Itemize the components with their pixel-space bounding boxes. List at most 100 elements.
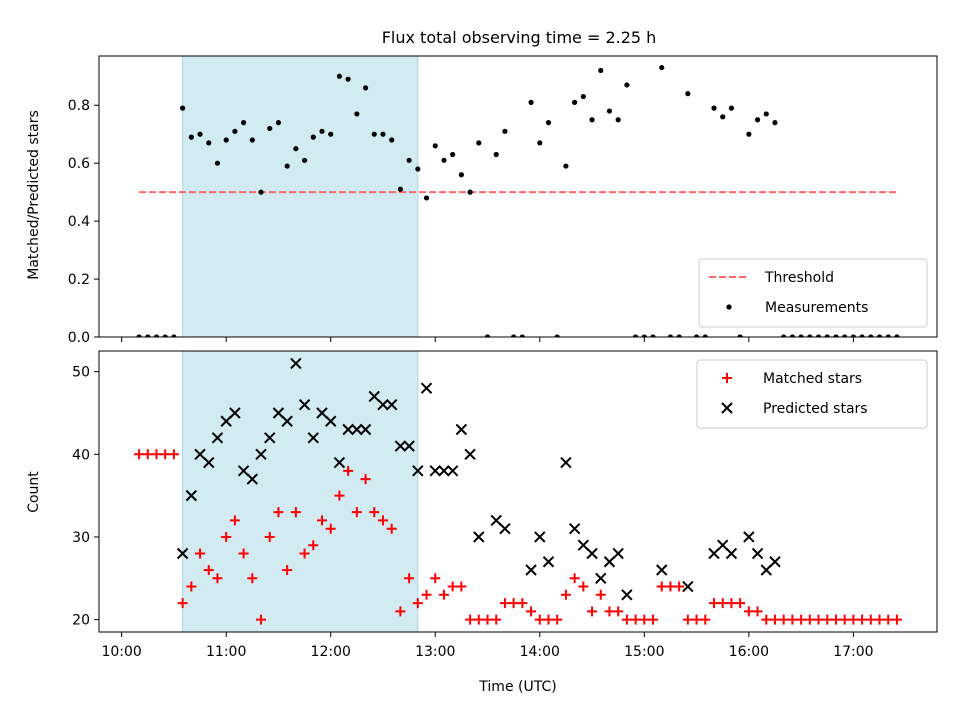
matched-point [813,614,824,625]
axes-frame [98,55,938,338]
measurement-point [180,105,186,111]
legend-box [698,258,928,328]
measurement-point [728,105,735,111]
measurement-point [772,120,778,126]
predicted-point [211,432,224,444]
predicted-point [264,432,276,444]
top-panel: 0.0 0.2 0.4 0.6 0.8 Matched/Predicted stars Th… [26,55,938,346]
predicted-point [682,580,694,593]
matched-point [700,614,711,625]
predicted-point [760,564,772,576]
matched-point [282,565,293,576]
measurement-point [850,334,856,337]
matched-point [874,614,885,625]
legend: Threshold Measurements [698,258,928,328]
measurement-point [876,334,883,337]
matched-point [186,581,197,592]
measurement-point [389,137,395,143]
predicted-point [237,465,250,477]
predicted-point [464,448,476,461]
measurement-point [842,334,848,337]
matched-point [404,573,415,584]
measurement-point [606,108,613,114]
predicted-point [185,489,198,502]
chart-title: Flux total observing time = 2.25 h [382,28,657,47]
predicted-point [307,432,319,444]
predicted-point [490,514,502,527]
matched-point [883,614,894,625]
measurement-point [502,128,508,134]
measurement-point [894,334,900,337]
predicted-point [595,572,607,584]
measurement-point [249,137,255,143]
matched-point [482,614,493,625]
legend-measurement-marker [726,304,732,310]
predicted-point [621,589,633,601]
matched-point [630,614,641,625]
matched-point [351,507,362,518]
measurement-point [511,334,517,337]
measurement-point [293,146,299,152]
y-axis-label: Count [26,471,42,513]
measurement-point [362,85,369,91]
measurement-point [641,334,647,337]
predicted-point [229,407,241,419]
predicted-point [325,415,337,427]
matched-point [796,614,807,625]
predicted-point [612,547,624,560]
matched-point [412,598,423,609]
measurement-point [580,93,586,100]
matched-point [804,614,815,625]
predicted-point [568,522,581,535]
matched-point [168,449,179,460]
measurement-point [267,125,273,132]
axes-frame [98,350,938,633]
predicted-point [403,440,415,452]
measurement-point [328,131,334,137]
x-tick-label: 12:00 [311,644,351,660]
predicted-point [577,539,590,551]
measurement-point [615,117,621,123]
predicted-point [385,399,398,411]
predicted-point [603,556,616,568]
predicted-point [525,564,537,576]
matched-point [613,606,624,617]
measurement-point [598,67,604,74]
measurement-point [336,73,343,79]
predicted-point [316,407,328,419]
x-tick-label: 15:00 [624,644,664,660]
matched-point [308,540,319,551]
matched-point [247,573,258,584]
matched-point [508,598,519,609]
x-tick-label: 10:00 [101,644,141,660]
predicted-point [298,399,311,411]
measurement-point [798,334,804,337]
matched-point [587,606,598,617]
measurement-point [676,334,682,337]
matched-point [151,449,162,460]
matched-point [778,614,789,625]
predicted-point [290,357,302,370]
measurement-point [746,131,752,137]
predicted-point [446,465,459,477]
measurement-point [711,105,717,111]
predicted-point [351,423,363,436]
predicted-point [176,547,189,560]
measurement-point [824,334,830,337]
matched-point [691,614,702,625]
matched-point [221,531,232,542]
matched-point [717,598,728,609]
measurement-point [484,334,491,337]
measurement-point [763,111,769,117]
measurement-point [145,334,151,337]
measurement-point [537,140,543,146]
predicted-point [342,423,354,436]
predicted-point [255,448,267,461]
matched-point [865,614,876,625]
matched-point [743,606,754,617]
measurement-point [214,160,221,166]
y-tick-label: 0.2 [68,272,90,288]
measurement-point [528,99,534,105]
matched-point [142,449,153,460]
